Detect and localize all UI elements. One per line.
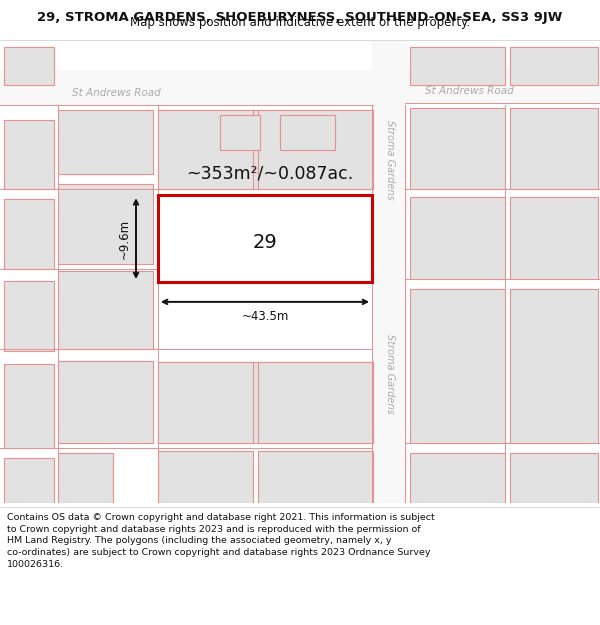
Bar xyxy=(58,361,153,443)
Text: 29: 29 xyxy=(253,234,277,253)
Text: ~353m²/~0.087ac.: ~353m²/~0.087ac. xyxy=(187,164,353,182)
Bar xyxy=(4,119,54,189)
Bar xyxy=(410,198,505,279)
Bar xyxy=(158,110,253,189)
Bar xyxy=(158,196,372,282)
Text: 29, STROMA GARDENS, SHOEBURYNESS, SOUTHEND-ON-SEA, SS3 9JW: 29, STROMA GARDENS, SHOEBURYNESS, SOUTHE… xyxy=(37,11,563,24)
Bar xyxy=(510,107,598,189)
Text: St Andrews Road: St Andrews Road xyxy=(72,88,161,98)
Bar xyxy=(510,289,598,443)
Bar xyxy=(510,453,598,503)
Bar xyxy=(158,110,373,189)
Bar xyxy=(510,47,598,85)
Bar xyxy=(158,451,253,503)
Bar xyxy=(258,362,373,443)
Text: St Andrews Road: St Andrews Road xyxy=(425,86,514,96)
Bar xyxy=(158,362,373,443)
Bar xyxy=(58,110,153,174)
Bar xyxy=(258,451,373,503)
Text: Contains OS data © Crown copyright and database right 2021. This information is : Contains OS data © Crown copyright and d… xyxy=(7,512,435,569)
Bar xyxy=(4,199,54,269)
Bar xyxy=(410,289,505,443)
Bar xyxy=(4,281,54,351)
Bar xyxy=(4,47,54,85)
Bar xyxy=(220,114,260,149)
Text: Stroma Gardens: Stroma Gardens xyxy=(385,334,395,413)
Text: ~9.6m: ~9.6m xyxy=(118,219,131,259)
Bar xyxy=(0,70,373,105)
Bar xyxy=(410,453,505,503)
Bar xyxy=(158,362,253,443)
Bar xyxy=(410,107,505,189)
Bar xyxy=(58,453,113,503)
Bar xyxy=(258,110,373,189)
Bar xyxy=(58,184,153,264)
Bar xyxy=(4,458,54,503)
Bar xyxy=(4,364,54,448)
Text: Stroma Gardens: Stroma Gardens xyxy=(385,119,395,199)
Bar xyxy=(58,271,153,349)
Bar xyxy=(280,114,335,149)
Bar xyxy=(372,40,408,503)
Bar xyxy=(410,47,505,85)
Text: ~43.5m: ~43.5m xyxy=(241,310,289,323)
Bar xyxy=(405,68,600,102)
Text: Map shows position and indicative extent of the property.: Map shows position and indicative extent… xyxy=(130,16,470,29)
Bar xyxy=(510,198,598,279)
